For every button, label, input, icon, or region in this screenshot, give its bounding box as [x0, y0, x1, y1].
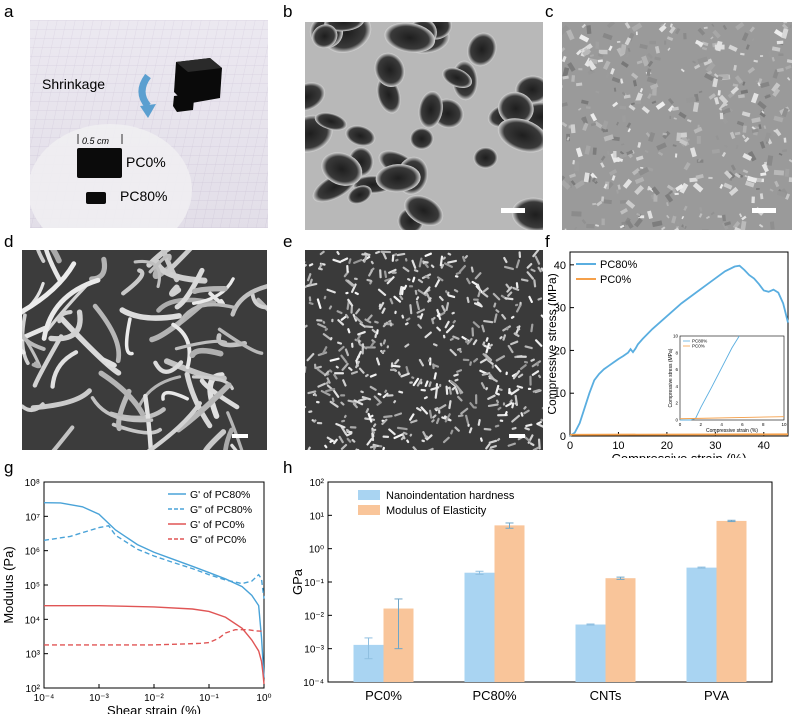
y-tick-label-h: 10⁻⁴ — [303, 678, 324, 689]
series-line-g-3 — [44, 630, 264, 645]
pc80-sample-label: PC80% — [120, 188, 167, 204]
y-tick-label-g: 10⁴ — [25, 615, 40, 626]
inset-x-tick-label: 10 — [781, 422, 787, 427]
y-tick-label-h: 10⁻¹ — [304, 578, 324, 589]
panel-label-c: c — [545, 2, 554, 22]
panel-label-b: b — [283, 2, 292, 22]
bar-h-1 — [717, 521, 747, 682]
bar-h-1 — [495, 525, 525, 682]
panel-label-a: a — [4, 2, 13, 22]
category-label-h: PC80% — [472, 688, 517, 703]
inset-legend-label: PC0% — [692, 344, 705, 349]
y-tick-label-f: 0 — [560, 431, 566, 443]
inset-x-tick-label: 4 — [720, 422, 723, 427]
y-tick-label-g: 10⁶ — [25, 547, 40, 558]
sem-image-b — [305, 22, 543, 230]
inset-x-tick-label: 8 — [762, 422, 765, 427]
inset-y-tick-label: 6 — [675, 367, 678, 372]
x-tick-label-f: 0 — [567, 440, 573, 452]
y-tick-label-g: 10⁷ — [25, 512, 40, 523]
panel-label-d: d — [4, 232, 13, 252]
y-axis-label-f: Compressive stress (MPa) — [548, 273, 559, 414]
bar-h-1 — [606, 578, 636, 682]
legend-label-g: G" of PC80% — [190, 504, 252, 516]
category-label-h: CNTs — [590, 688, 622, 703]
x-axis-label-g: Shear strain (%) — [107, 703, 201, 714]
bar-h-0 — [576, 625, 606, 682]
y-tick-label-h: 10⁰ — [309, 545, 324, 556]
y-tick-label-h: 10⁻² — [304, 611, 324, 622]
inset-x-tick-label: 0 — [679, 422, 682, 427]
legend-swatch-h — [358, 505, 380, 515]
y-tick-label-h: 10⁻³ — [304, 645, 324, 656]
y-tick-label-g: 10⁵ — [25, 581, 40, 592]
bar-h-0 — [465, 573, 495, 682]
panel-label-e: e — [283, 232, 292, 252]
y-axis-label-g: Modulus (Pa) — [1, 546, 16, 623]
y-tick-label-g: 10² — [26, 684, 41, 695]
legend-label-h: Modulus of Elasticity — [386, 505, 487, 517]
y-tick-label-f: 40 — [554, 260, 566, 272]
category-label-h: PC0% — [365, 688, 402, 703]
sem-image-d — [22, 250, 267, 450]
inset-x-label: Compressive strain (%) — [706, 428, 758, 434]
y-tick-label-g: 10³ — [26, 650, 41, 661]
legend-label-f: PC80% — [600, 259, 638, 271]
sem-image-c — [562, 22, 792, 230]
inset-x-tick-label: 6 — [741, 422, 744, 427]
category-label-h: PVA — [704, 688, 729, 703]
x-tick-label-f: 40 — [758, 440, 770, 452]
shrinkage-label: Shrinkage — [42, 76, 105, 92]
inset-y-tick-label: 8 — [675, 350, 678, 355]
x-tick-label-g: 10⁰ — [256, 693, 271, 704]
photo-samples: Shrinkage 0.5 cm PC0% PC80% — [30, 20, 268, 228]
scale-label: 0.5 cm — [82, 136, 109, 146]
legend-label-g: G' of PC0% — [190, 519, 245, 531]
legend-swatch-h — [358, 490, 380, 500]
bar-h-0 — [687, 568, 717, 682]
legend-label-g: G' of PC80% — [190, 489, 250, 501]
legend-label-g: G" of PC0% — [190, 534, 246, 546]
y-tick-label-h: 10¹ — [310, 511, 325, 522]
y-tick-label-h: 10² — [310, 478, 325, 489]
inset-x-tick-label: 2 — [700, 422, 703, 427]
sem-image-e — [305, 250, 543, 450]
chart-hardness: 10⁻⁴ 10⁻³ 10⁻² 10⁻¹ 10⁰ 10¹ 10² GPa PC0% PC80% CNT… — [282, 470, 796, 714]
pc0-sample-label: PC0% — [126, 154, 166, 170]
inset-y-tick-label: 10 — [673, 334, 679, 339]
inset-y-label: Compressive stress (MPa) — [668, 348, 674, 407]
x-tick-label-g: 10⁻¹ — [199, 693, 219, 704]
legend-label-f: PC0% — [600, 274, 631, 286]
inset-y-tick-label: 4 — [675, 384, 678, 389]
y-axis-label-h: GPa — [290, 568, 305, 595]
y-tick-label-g: 10⁸ — [25, 478, 40, 489]
inset-y-tick-label: 2 — [675, 401, 678, 406]
x-axis-label-f: Compressive strain (%) — [611, 451, 746, 458]
legend-label-h: Nanoindentation hardness — [386, 490, 515, 502]
